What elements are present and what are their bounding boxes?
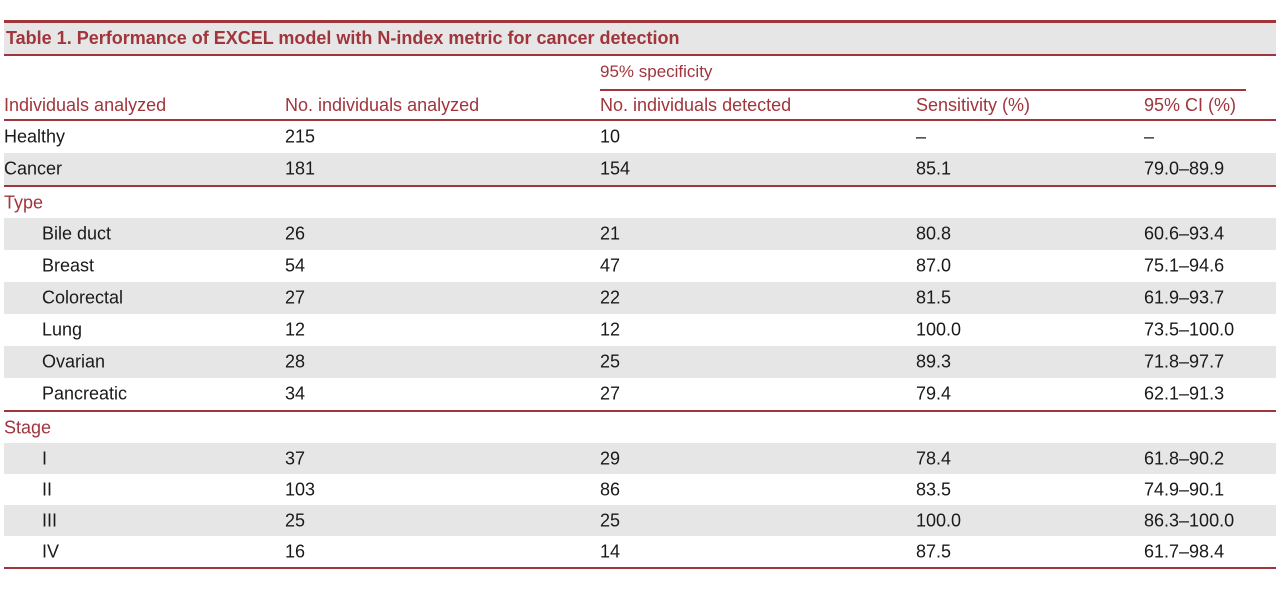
detected-cell: 14 [600,541,621,561]
column-header-row: Individuals analyzed No. individuals ana… [4,95,1276,119]
detected-cell: 29 [600,448,621,468]
detected-cell: 25 [600,351,621,372]
sensitivity-cell: 78.4 [916,448,952,468]
ci-cell: 86.3–100.0 [1144,510,1235,530]
table-row: Lung 12 12 100.0 73.5–100.0 [4,314,1276,346]
sensitivity-cell: 85.1 [916,158,952,179]
row-label-cell: Colorectal [42,287,124,308]
row-label-cell: Bile duct [42,223,112,244]
sensitivity-cell: 89.3 [916,351,952,372]
ci-cell: 74.9–90.1 [1144,479,1225,499]
section-label: Stage [4,417,52,437]
analyzed-cell: 34 [285,383,306,404]
section-rule [4,410,1276,412]
table-title: Table 1. Performance of EXCEL model with… [6,28,680,48]
ci-cell: 60.6–93.4 [1144,223,1225,244]
column-header: Individuals analyzed [4,95,167,115]
ci-cell: 62.1–91.3 [1144,383,1225,404]
column-header: 95% CI (%) [1144,95,1237,115]
table-row: II 103 86 83.5 74.9–90.1 [4,474,1276,505]
table-row: IV 16 14 87.5 61.7–98.4 [4,536,1276,567]
table-row: Breast 54 47 87.0 75.1–94.6 [4,250,1276,282]
detected-cell: 21 [600,223,621,244]
analyzed-cell: 27 [285,287,306,308]
row-label-cell: III [42,510,58,530]
column-header: No. individuals analyzed [285,95,480,115]
ci-cell: 73.5–100.0 [1144,319,1235,340]
sensitivity-cell: 79.4 [916,383,952,404]
row-label-cell: Ovarian [42,351,106,372]
column-header: Sensitivity (%) [916,95,1031,115]
section-rule [4,185,1276,187]
table-row: Colorectal 27 22 81.5 61.9–93.7 [4,282,1276,314]
detected-cell: 47 [600,255,621,276]
detected-cell: 154 [600,158,631,179]
analyzed-cell: 215 [285,126,316,147]
spanning-header: 95% specificity [600,62,713,81]
ci-cell: 71.8–97.7 [1144,351,1225,372]
analyzed-cell: 181 [285,158,316,179]
table-row: III 25 25 100.0 86.3–100.0 [4,505,1276,536]
ci-cell: 75.1–94.6 [1144,255,1225,276]
row-label-cell: Pancreatic [42,383,128,404]
analyzed-cell: 54 [285,255,306,276]
row-label-cell: IV [42,541,60,561]
title-rule [4,54,1276,56]
detected-cell: 22 [600,287,621,308]
table-row: Cancer 181 154 85.1 79.0–89.9 [4,153,1276,185]
ci-cell: 61.9–93.7 [1144,287,1225,308]
data-table: Table 1. Performance of EXCEL model with… [4,20,1276,569]
detected-cell: 86 [600,479,621,499]
analyzed-cell: 25 [285,510,306,530]
detected-cell: 27 [600,383,621,404]
row-label-cell: II [42,479,53,499]
sensitivity-cell: 87.0 [916,255,952,276]
section-rule [4,567,1276,569]
table-row: Bile duct 26 21 80.8 60.6–93.4 [4,218,1276,250]
section-header-0: Type [4,187,1276,218]
row-label-cell: Breast [42,255,95,276]
analyzed-cell: 26 [285,223,306,244]
detected-cell: 12 [600,319,621,340]
sensitivity-cell: 81.5 [916,287,952,308]
table-row: Healthy 215 10 – – [4,121,1276,153]
ci-cell: 61.7–98.4 [1144,541,1225,561]
row-label-cell: Cancer [4,158,63,179]
section-header-1: Stage [4,412,1276,443]
sensitivity-cell: – [916,126,927,147]
top-rule [4,20,1276,23]
analyzed-cell: 12 [285,319,306,340]
detected-cell: 25 [600,510,621,530]
title-bar: Table 1. Performance of EXCEL model with… [4,23,1276,54]
ci-cell: – [1144,126,1155,147]
table-body: Healthy 215 10 – – Cancer 181 154 85.1 79.0–89.9 T… [4,121,1276,569]
row-label-cell: I [42,448,48,468]
spanning-header-rule [600,89,1246,91]
sensitivity-cell: 80.8 [916,223,952,244]
column-header: No. individuals detected [600,95,792,115]
sensitivity-cell: 100.0 [916,510,962,530]
ci-cell: 79.0–89.9 [1144,158,1225,179]
header-rule [4,119,1276,121]
row-label-cell: Healthy [4,126,66,147]
table-header: 95% specificity Individuals analyzed No.… [4,56,1276,119]
row-label-cell: Lung [42,319,83,340]
ci-cell: 61.8–90.2 [1144,448,1225,468]
sensitivity-cell: 83.5 [916,479,952,499]
sensitivity-cell: 100.0 [916,319,962,340]
analyzed-cell: 37 [285,448,306,468]
section-label: Type [4,192,44,212]
analyzed-cell: 28 [285,351,306,372]
table-row: Ovarian 28 25 89.3 71.8–97.7 [4,346,1276,378]
sensitivity-cell: 87.5 [916,541,952,561]
detected-cell: 10 [600,126,621,147]
analyzed-cell: 103 [285,479,316,499]
analyzed-cell: 16 [285,541,306,561]
table-row: Pancreatic 34 27 79.4 62.1–91.3 [4,378,1276,410]
table-row: I 37 29 78.4 61.8–90.2 [4,443,1276,474]
